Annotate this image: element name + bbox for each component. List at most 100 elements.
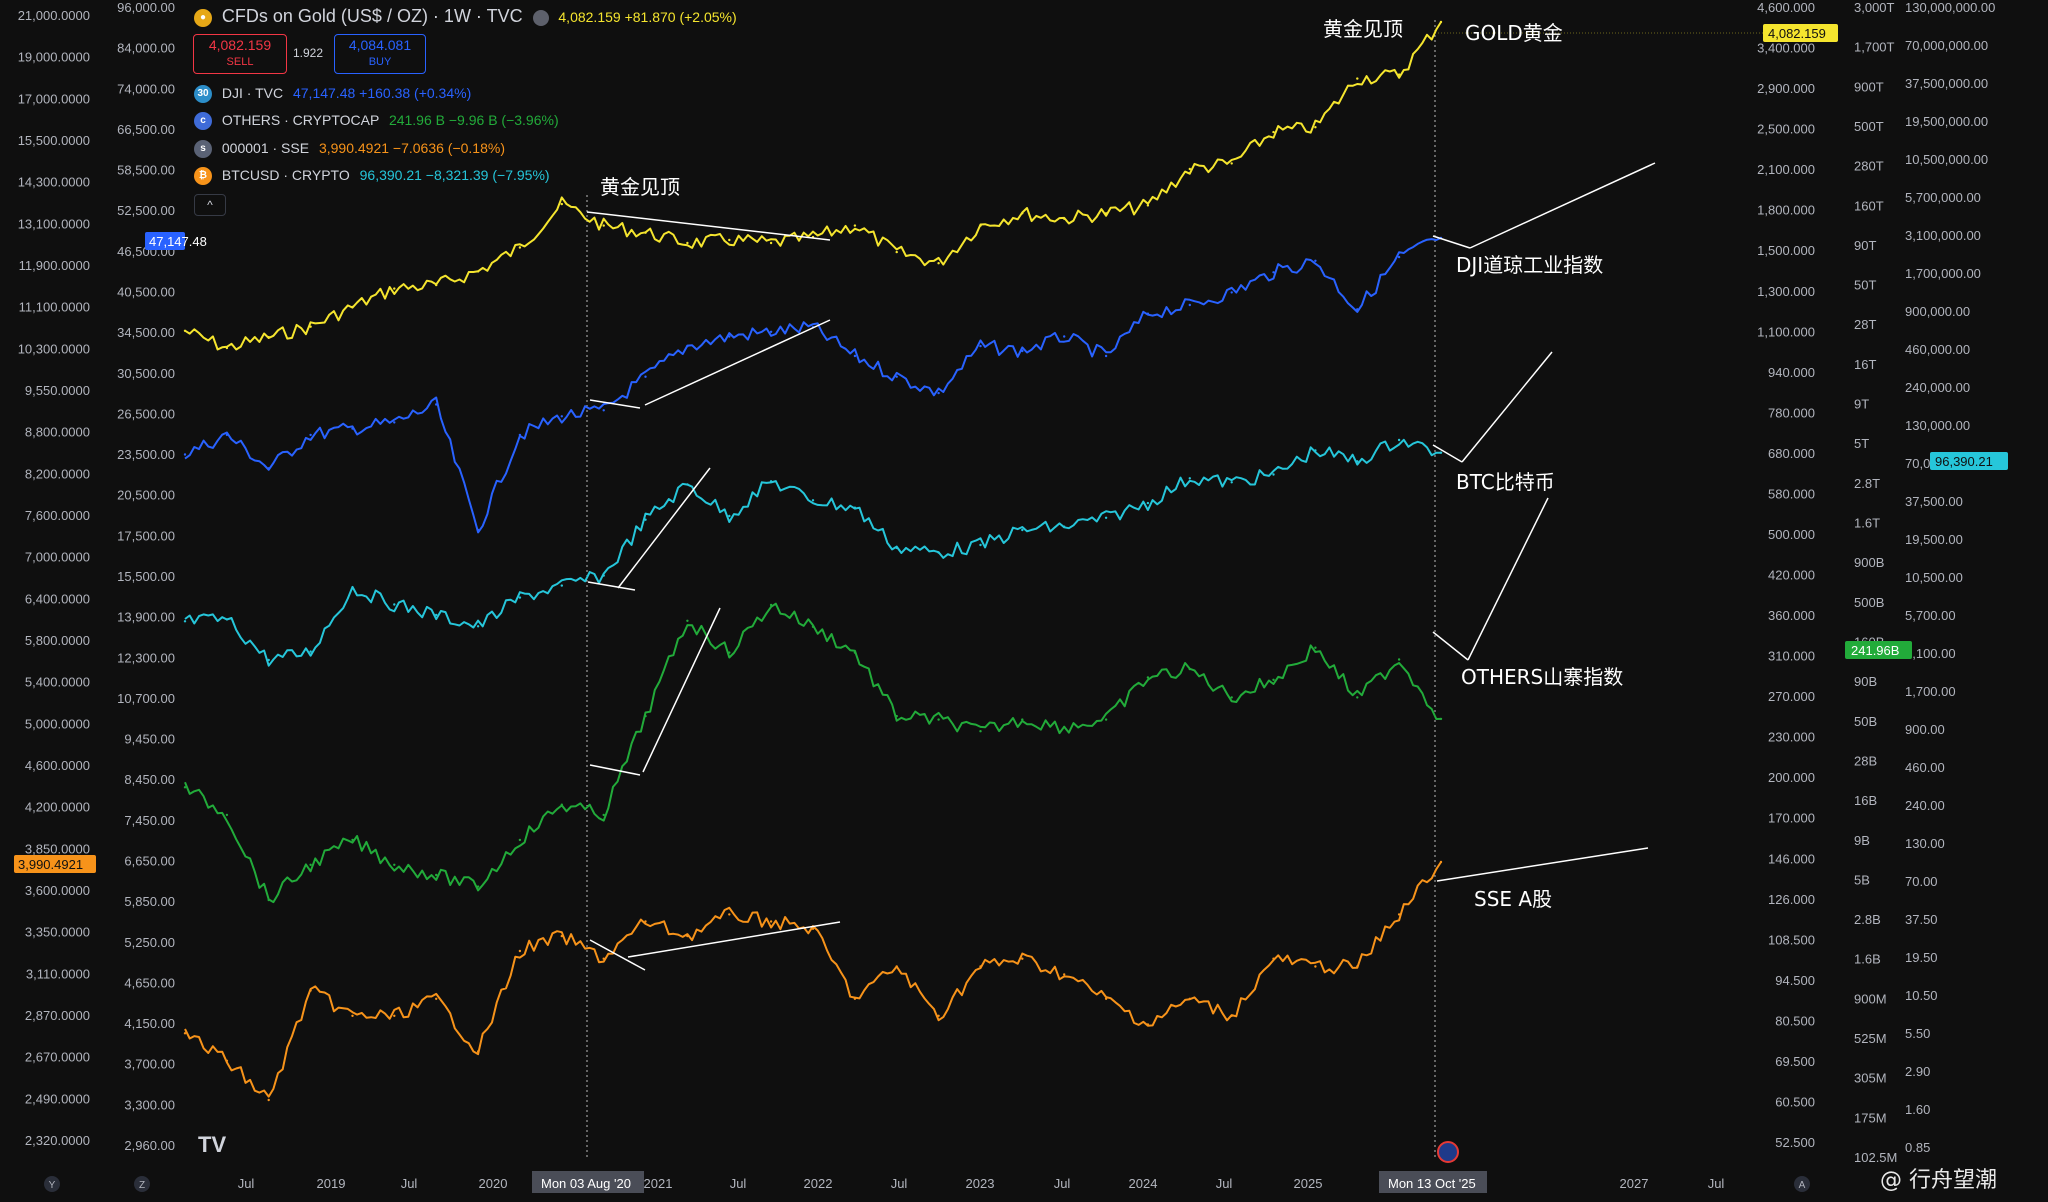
gold-change: +81.870 (+2.05%) bbox=[624, 9, 737, 25]
us-flag-icon[interactable] bbox=[1437, 1141, 1459, 1163]
series-4-point-21 bbox=[1063, 973, 1066, 976]
series-2-point-8 bbox=[518, 596, 522, 599]
trendline-sse-drop[interactable] bbox=[589, 939, 646, 971]
series-1-point-11 bbox=[644, 375, 647, 378]
series-2-point-1 bbox=[225, 618, 229, 621]
market-status-icon[interactable] bbox=[532, 10, 549, 27]
series-4-point-19 bbox=[979, 965, 982, 968]
trendline-others-flat[interactable] bbox=[589, 764, 641, 776]
axis-corner-button-0[interactable] bbox=[44, 1176, 60, 1192]
axis1-tick-27: 2,320.0000 bbox=[25, 1133, 90, 1148]
axis4-tick-9: 16T bbox=[1854, 357, 1876, 372]
series-4-point-16 bbox=[853, 997, 857, 1000]
trendline-btc-flat[interactable] bbox=[587, 581, 636, 591]
series-3-point-7 bbox=[476, 885, 480, 888]
axis2-tick-21: 6,650.00 bbox=[124, 854, 175, 869]
price-tag-gold-text: 4,082.159 bbox=[1768, 26, 1826, 41]
axis2-tick-9: 30,500.00 bbox=[117, 366, 175, 381]
buy-button[interactable]: 4,084.081 BUY bbox=[334, 34, 426, 74]
trendline-btc-tip[interactable] bbox=[1432, 444, 1463, 463]
series-4-point-3 bbox=[309, 989, 312, 992]
series-4-point-26 bbox=[1272, 957, 1275, 960]
price-tag-gold[interactable]: 4,082.159 bbox=[1763, 24, 1838, 42]
annotation-gold-peak-2020: 黄金见顶 bbox=[600, 175, 680, 199]
legend-dji-value: 47,147.48 +160.38 (+0.34%) bbox=[292, 85, 472, 101]
x-tick-2: Jul bbox=[401, 1176, 418, 1191]
trendline-others-rise[interactable] bbox=[642, 607, 721, 773]
time-axis[interactable]: Jul 2019 Jul 2020 2021 Jul 2022 Jul 2023 Jul 2024 J… bbox=[0, 1168, 2048, 1202]
series-2-point-28 bbox=[1356, 460, 1359, 463]
axis1-tick-7: 11,100.0000 bbox=[19, 300, 90, 315]
series-1-point-4 bbox=[351, 427, 354, 430]
series-line-0[interactable] bbox=[184, 21, 1442, 351]
trendline-sse-projection[interactable] bbox=[1436, 847, 1649, 882]
series-2-point-6 bbox=[435, 613, 438, 617]
series-3-point-15 bbox=[811, 625, 815, 628]
axis4-tick-11: 5T bbox=[1854, 436, 1869, 451]
series-4-point-5 bbox=[393, 1014, 396, 1017]
series-4-point-8 bbox=[518, 949, 522, 953]
price-tag-sse[interactable]: 3,990.4921 bbox=[14, 855, 96, 873]
axis1-tick-15: 5,800.0000 bbox=[25, 633, 90, 648]
axis5-tick-14: 19,500.00 bbox=[1905, 532, 1963, 547]
trendline-dji-projection[interactable] bbox=[1469, 162, 1656, 249]
trendline-others-projection[interactable] bbox=[1467, 497, 1549, 661]
btc-symbol-icon: ₿ bbox=[194, 167, 212, 186]
buy-price: 4,084.081 bbox=[348, 37, 412, 53]
right-price-axis-btc[interactable]: 130,000,000.00 70,000,000.00 37,500,000.00… bbox=[1905, 0, 1995, 1155]
trendline-gold-2020[interactable] bbox=[586, 211, 831, 241]
price-tag-btc[interactable]: 96,390.21 bbox=[1930, 452, 2008, 470]
trendline-dji-rise[interactable] bbox=[644, 319, 831, 406]
axis5-tick-5: 5,700,000.00 bbox=[1905, 190, 1981, 205]
legend-row-sse[interactable]: s 000001 · SSE 3,990.4921 −7.0636 (−0.18… bbox=[194, 137, 505, 159]
price-tag-others[interactable]: 241.96B bbox=[1845, 641, 1912, 659]
sell-button[interactable]: 4,082.159 SELL bbox=[193, 34, 287, 74]
series-2-point-22 bbox=[1104, 516, 1108, 519]
trendline-others-tip[interactable] bbox=[1432, 631, 1469, 661]
trendline-btc-projection[interactable] bbox=[1461, 351, 1553, 463]
series-2-point-9 bbox=[560, 584, 563, 587]
axis3-tick-13: 500.000 bbox=[1768, 527, 1815, 542]
price-tag-btc-text: 96,390.21 bbox=[1935, 454, 1993, 469]
auto-scale-button[interactable] bbox=[1794, 1176, 1810, 1192]
axis1-tick-8: 10,300.0000 bbox=[18, 341, 90, 356]
price-tag-dji[interactable]: 47,147.48 bbox=[145, 232, 207, 250]
price-tag-others-text: 241.96B bbox=[1851, 643, 1899, 658]
axis5-tick-16: 5,700.00 bbox=[1905, 608, 1956, 623]
series-1-point-6 bbox=[435, 403, 438, 406]
legend-row-gold[interactable]: ● CFDs on Gold (US$ / OZ) · 1W · TVC 4,0… bbox=[194, 5, 737, 28]
series-1-point-26 bbox=[1272, 271, 1275, 274]
series-4-point-6 bbox=[435, 997, 438, 1000]
legend-row-btc[interactable]: ₿ BTCUSD · CRYPTO 96,390.21 −8,321.39 (−… bbox=[194, 164, 550, 186]
series-0-point-3 bbox=[309, 325, 312, 328]
axis3-tick-9: 940.000 bbox=[1768, 365, 1815, 380]
legend-row-others[interactable]: c OTHERS · CRYPTOCAP 241.96 B −9.96 B (−… bbox=[194, 109, 559, 131]
left-price-axis-1[interactable]: 21,000.0000 19,000.0000 17,000.0000 15,500.… bbox=[18, 8, 90, 1148]
series-4-point-27 bbox=[1314, 965, 1317, 968]
trendline-btc-rise[interactable] bbox=[617, 467, 711, 589]
right-price-axis-gold[interactable]: 4,600.000 3,400.000 2,900.000 2,500.000 2,10… bbox=[1757, 0, 1815, 1150]
series-line-2[interactable] bbox=[184, 438, 1442, 667]
right-price-axis-others[interactable]: 3,000T 1,700T 900T 500T 280T 160T 90T 50T 28T 16T… bbox=[1854, 0, 1897, 1165]
axis1-tick-0: 21,000.0000 bbox=[18, 8, 90, 23]
series-2-point-0 bbox=[183, 620, 187, 623]
axis5-tick-24: 37.50 bbox=[1905, 912, 1938, 927]
collapse-legend-button[interactable]: ^ bbox=[194, 194, 226, 216]
series-1-point-17 bbox=[895, 375, 898, 378]
sell-label: SELL bbox=[226, 56, 254, 68]
series-2-point-25 bbox=[1230, 481, 1233, 484]
series-line-3[interactable] bbox=[184, 602, 1442, 904]
series-line-1[interactable] bbox=[184, 237, 1442, 534]
left-price-axis-2[interactable]: 96,000.00 84,000.00 74,000.00 66,500.00 58,5… bbox=[117, 0, 175, 1153]
axis3-tick-27: 60.500 bbox=[1775, 1094, 1815, 1109]
trendline-sse-rise[interactable] bbox=[627, 921, 841, 958]
trendline-dji-flat[interactable] bbox=[589, 399, 641, 409]
series-2-point-30 bbox=[1439, 451, 1443, 454]
axis-corner-button-1[interactable] bbox=[134, 1176, 150, 1192]
trendline-dji-tip[interactable] bbox=[1432, 235, 1471, 249]
legend-row-dji[interactable]: 30 DJI · TVC 47,147.48 +160.38 (+0.34%) bbox=[194, 82, 471, 104]
axis2-tick-25: 4,150.00 bbox=[124, 1016, 175, 1031]
axis5-tick-27: 5.50 bbox=[1905, 1026, 1930, 1041]
series-2-point-20 bbox=[1021, 528, 1024, 532]
